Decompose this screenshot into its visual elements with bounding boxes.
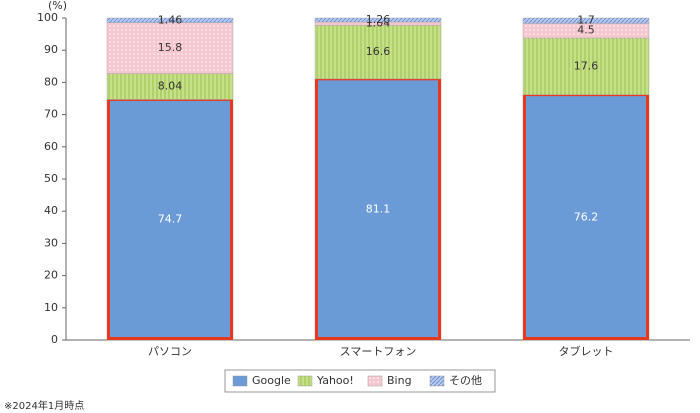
legend-swatch — [232, 375, 248, 387]
y-tick-label: 60 — [44, 140, 58, 153]
legend-label: Bing — [387, 374, 412, 387]
bar-segment — [522, 37, 650, 95]
value-label: 1.7 — [577, 14, 595, 27]
value-label: 17.6 — [574, 59, 599, 72]
y-tick-label: 70 — [44, 108, 58, 121]
value-label: 76.2 — [574, 210, 599, 223]
bar-segment — [522, 17, 650, 24]
x-tick-label: タブレット — [559, 344, 614, 358]
bar-segment — [522, 94, 650, 341]
y-tick-label: 90 — [44, 43, 58, 56]
value-label: 8.04 — [158, 80, 183, 93]
bar-segment — [106, 22, 234, 74]
y-tick-label: 50 — [44, 172, 58, 185]
bar-segment — [314, 17, 442, 23]
x-tick-label: スマートフォン — [340, 345, 417, 358]
legend-label: その他 — [449, 374, 482, 387]
bar-segment — [106, 73, 234, 100]
y-tick-label: 30 — [44, 236, 58, 249]
value-label: 15.8 — [158, 41, 183, 54]
value-label: 1.26 — [366, 13, 391, 26]
value-label: 74.7 — [158, 213, 183, 226]
footnote: ※2024年1月時点 — [4, 399, 84, 412]
value-label: 16.6 — [366, 45, 391, 58]
legend-swatch — [297, 375, 313, 387]
legend-swatch — [367, 375, 383, 387]
y-tick-label: 40 — [44, 204, 58, 217]
legend-label: Google — [252, 374, 291, 387]
bar-segment — [314, 25, 442, 80]
value-label: 81.1 — [366, 202, 391, 215]
bar-segment — [106, 99, 234, 341]
value-label: 4.5 — [577, 24, 595, 37]
x-tick-label: パソコン — [148, 345, 192, 358]
legend-label: Yahoo! — [316, 374, 354, 387]
y-tick-label: 0 — [51, 333, 58, 346]
y-axis-label: (%) — [48, 0, 67, 12]
bar-segment — [106, 17, 234, 23]
legend-swatch — [429, 375, 445, 387]
y-tick-label: 20 — [44, 269, 58, 282]
y-tick-label: 100 — [37, 11, 58, 24]
y-tick-label: 80 — [44, 75, 58, 88]
legend-box — [224, 369, 496, 393]
y-tick-label: 10 — [44, 301, 58, 314]
value-label: 1.46 — [158, 13, 183, 26]
